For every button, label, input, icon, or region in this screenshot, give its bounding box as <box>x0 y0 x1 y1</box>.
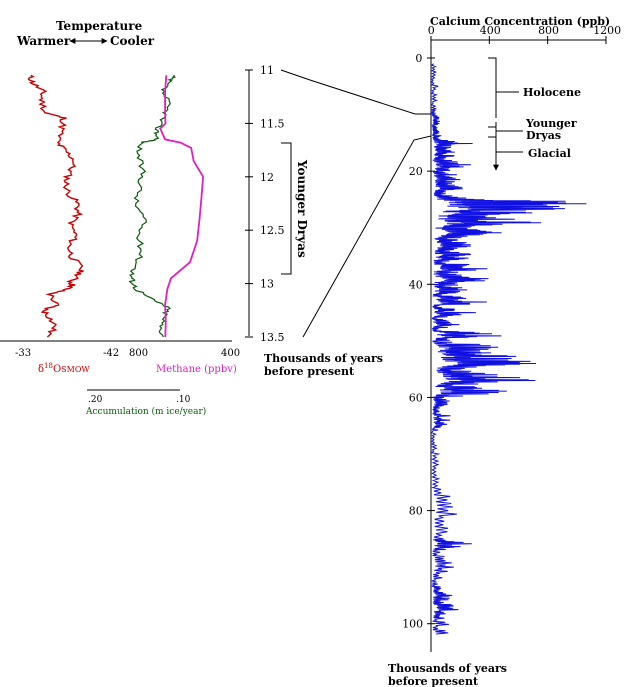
d18o-series-line <box>27 74 84 338</box>
mid-ylabel-line2: before present <box>264 365 355 378</box>
holocene-label: Holocene <box>523 86 581 99</box>
calcium-x-tick-label: 400 <box>480 24 501 37</box>
younger-dryas-bracket <box>281 142 292 275</box>
calcium-y-tick-label: 40 <box>409 278 423 291</box>
methane-tick-left: 800 <box>129 348 148 359</box>
temperature-label: Temperature <box>56 19 143 33</box>
time-axis-tick-label: 13 <box>260 278 274 291</box>
time-axis-tick-label: 11 <box>260 64 274 77</box>
d18o-axis-label: δ18OSMOW <box>38 362 90 375</box>
accumulation-series-line <box>128 74 177 338</box>
connector-top <box>280 69 431 115</box>
calcium-y-tick-label: 80 <box>409 505 423 518</box>
younger-dryas-label: Younger Dryas <box>295 159 309 258</box>
mid-ylabel-line1: Thousands of years <box>264 352 383 365</box>
d18o-tick-right: -42 <box>103 348 119 359</box>
calcium-x-tick-label: 1200 <box>593 24 621 37</box>
accumulation-axis-label: Accumulation (m ice/year) <box>85 406 206 417</box>
right-yd-label-line2: Dryas <box>526 129 561 142</box>
right-ylabel-line1: Thousands of years <box>388 662 507 675</box>
glacial-label: Glacial <box>528 147 571 160</box>
cooler-label: Cooler <box>110 34 155 48</box>
methane-axis-label: Methane (ppbv) <box>156 364 237 375</box>
calcium-y-tick-label: 0 <box>415 52 422 65</box>
time-axis-ticks: 11 11.5 12 12.5 13 13.5 <box>245 64 285 344</box>
right-yd-label-line1: Younger <box>525 117 577 130</box>
accum-tick-right: .10 <box>176 395 191 405</box>
warmer-label: Warmer <box>16 34 71 48</box>
time-axis-tick-label: 13.5 <box>260 331 285 344</box>
right-ylabel-line2: before present <box>388 675 479 687</box>
methane-series-line <box>159 75 205 338</box>
accum-tick-left: .20 <box>88 395 103 405</box>
calcium-y-tick-label: 100 <box>402 618 423 631</box>
time-axis-tick-label: 12.5 <box>260 224 285 237</box>
calcium-x-tick-label: 0 <box>428 24 435 37</box>
methane-tick-right: 400 <box>221 348 240 359</box>
holocene-bracket <box>488 57 497 118</box>
d18o-tick-left: -33 <box>15 348 31 359</box>
calcium-series-line <box>430 63 587 635</box>
right-series-group <box>430 63 587 635</box>
calcium-axis-ticks: 0 400 800 1200 0 20 40 60 80 100 <box>402 24 621 631</box>
time-axis-tick-label: 12 <box>260 171 274 184</box>
calcium-title: Calcium Concentration (ppb) <box>430 15 610 28</box>
connector-bottom <box>302 135 432 338</box>
calcium-x-tick-label: 800 <box>538 24 559 37</box>
calcium-y-tick-label: 20 <box>409 165 423 178</box>
time-axis-tick-label: 11.5 <box>260 117 285 130</box>
left-series-group <box>27 74 205 338</box>
calcium-y-tick-label: 60 <box>409 391 423 404</box>
